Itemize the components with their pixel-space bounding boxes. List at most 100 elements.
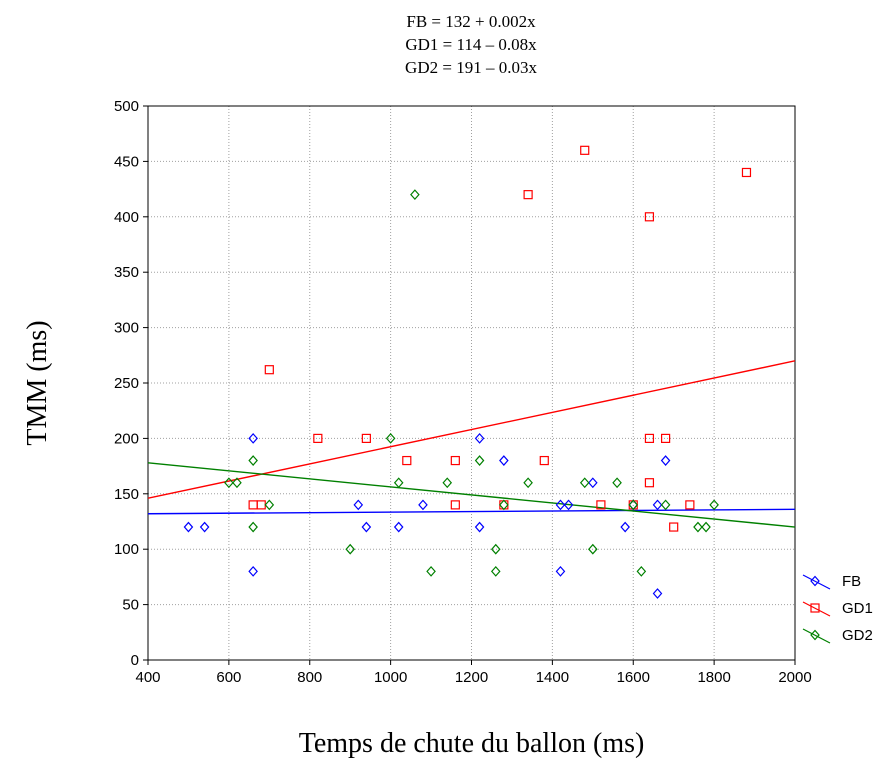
point-gd1 bbox=[660, 433, 671, 443]
x-tick-label: 1600 bbox=[617, 669, 650, 686]
point-gd2 bbox=[490, 543, 501, 555]
point-gd2 bbox=[426, 565, 436, 577]
fit-line-fb bbox=[148, 508, 795, 515]
legend-line bbox=[802, 574, 831, 590]
point-gd1 bbox=[644, 212, 655, 222]
y-tick-label: 200 bbox=[114, 430, 139, 447]
point-gd2 bbox=[701, 521, 711, 533]
point-gd2 bbox=[393, 477, 404, 489]
point-gd2 bbox=[345, 543, 355, 555]
point-gd2 bbox=[499, 499, 509, 511]
point-gd2 bbox=[709, 499, 719, 511]
title-line: GD2 = 191 – 0.03x bbox=[405, 58, 537, 77]
point-gd2 bbox=[612, 477, 622, 489]
point-gd2 bbox=[628, 499, 639, 511]
legend-label: FB bbox=[842, 573, 861, 590]
point-fb bbox=[660, 455, 671, 466]
legend-marker bbox=[810, 629, 820, 641]
point-gd2 bbox=[579, 477, 590, 489]
point-gd1 bbox=[264, 365, 274, 375]
point-gd1 bbox=[644, 433, 655, 443]
y-tick-label: 150 bbox=[114, 486, 139, 503]
point-gd2 bbox=[660, 499, 671, 511]
x-tick-label: 600 bbox=[216, 669, 241, 686]
point-gd1 bbox=[741, 167, 752, 178]
x-tick-label: 400 bbox=[135, 669, 160, 686]
point-gd1 bbox=[402, 455, 412, 466]
point-fb bbox=[183, 521, 194, 533]
point-fb bbox=[499, 455, 509, 466]
point-gd1 bbox=[596, 500, 606, 510]
legend-label: GD2 bbox=[842, 627, 873, 644]
point-fb bbox=[393, 521, 404, 533]
y-tick-label: 100 bbox=[114, 541, 139, 558]
y-tick-label: 350 bbox=[114, 264, 139, 281]
point-gd2 bbox=[232, 477, 242, 489]
point-gd1 bbox=[499, 500, 509, 510]
x-tick-label: 1400 bbox=[536, 669, 569, 686]
legend-item-fb: FB bbox=[802, 573, 861, 590]
point-gd1 bbox=[313, 433, 323, 443]
y-tick-label: 250 bbox=[114, 375, 139, 392]
point-gd1 bbox=[644, 478, 655, 488]
legend: FB GD1 GD2 bbox=[802, 573, 873, 644]
point-gd1 bbox=[450, 455, 460, 466]
legend-item-gd1: GD1 bbox=[802, 600, 873, 617]
y-tick-label: 450 bbox=[114, 153, 139, 170]
point-gd1 bbox=[539, 455, 549, 466]
point-fb bbox=[555, 499, 566, 511]
point-gd2 bbox=[264, 499, 275, 511]
point-fb bbox=[361, 521, 372, 533]
point-gd2 bbox=[474, 455, 485, 466]
x-tick-label: 1200 bbox=[455, 669, 488, 686]
point-gd2 bbox=[442, 477, 453, 489]
point-fb bbox=[474, 521, 485, 533]
chart-title: FB = 132 + 0.002x GD1 = 114 – 0.08x GD2 = … bbox=[405, 12, 537, 77]
x-tick-label: 1000 bbox=[374, 669, 407, 686]
y-tick-label: 400 bbox=[114, 209, 139, 226]
point-gd1 bbox=[248, 500, 258, 510]
x-tick-label: 800 bbox=[297, 669, 322, 686]
fit-lines bbox=[148, 360, 795, 528]
x-tick-label: 1800 bbox=[697, 669, 730, 686]
point-fb bbox=[555, 565, 566, 577]
point-gd2 bbox=[248, 521, 258, 533]
point-gd1 bbox=[256, 500, 266, 510]
point-gd2 bbox=[248, 455, 258, 466]
legend-marker bbox=[810, 603, 820, 613]
y-axis-label: TMM (ms) bbox=[22, 320, 53, 445]
point-fb bbox=[652, 499, 663, 511]
y-tick-label: 50 bbox=[122, 597, 139, 614]
title-line: FB = 132 + 0.002x bbox=[406, 12, 536, 31]
title-line: GD1 = 114 – 0.08x bbox=[405, 35, 537, 54]
y-tick-label: 500 bbox=[114, 98, 139, 115]
point-gd1 bbox=[450, 500, 460, 510]
point-fb bbox=[652, 588, 663, 599]
x-axis-ticks: 400 600 800 1000 1200 1400 1600 1800 2000 bbox=[135, 660, 812, 686]
legend-item-gd2: GD2 bbox=[802, 627, 873, 644]
point-gd2 bbox=[490, 565, 501, 577]
point-gd2 bbox=[385, 432, 396, 444]
point-fb bbox=[418, 499, 428, 511]
point-fb bbox=[620, 521, 630, 533]
point-gd2 bbox=[224, 477, 234, 489]
point-fb bbox=[199, 521, 210, 533]
point-gd2 bbox=[588, 543, 598, 555]
point-gd2 bbox=[410, 189, 420, 201]
point-fb bbox=[563, 499, 574, 511]
y-axis-ticks: 0 50 100 150 200 250 300 350 400 450 500 bbox=[114, 98, 148, 669]
legend-marker bbox=[810, 575, 820, 587]
fit-line-gd2 bbox=[148, 462, 795, 528]
point-gd2 bbox=[523, 477, 533, 489]
x-tick-label: 2000 bbox=[778, 669, 811, 686]
point-fb bbox=[353, 499, 364, 511]
grid bbox=[148, 106, 795, 660]
point-fb bbox=[588, 477, 598, 489]
legend-line bbox=[802, 601, 831, 617]
point-fb bbox=[248, 565, 258, 577]
point-gd1 bbox=[523, 190, 533, 200]
point-gd1 bbox=[361, 433, 371, 443]
point-gd2 bbox=[693, 521, 703, 533]
data-points bbox=[183, 145, 752, 599]
